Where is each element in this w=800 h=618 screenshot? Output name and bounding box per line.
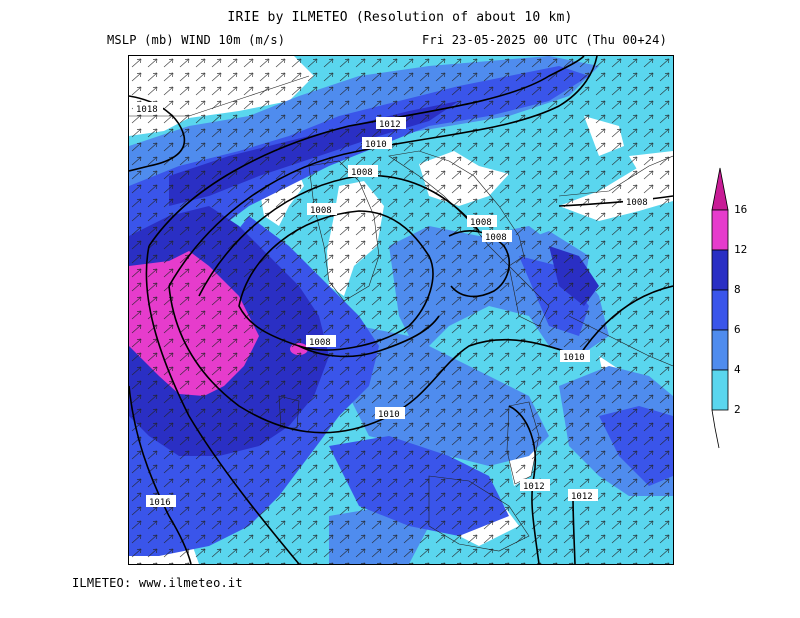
legend-label-6: 6	[734, 323, 741, 336]
isobar-label-1010-c: 1010	[560, 350, 590, 363]
legend-label-12: 12	[734, 243, 748, 256]
isobar-1010	[168, 56, 598, 287]
svg-text:1010: 1010	[378, 410, 400, 420]
isobar-1012-south	[508, 405, 540, 564]
isobar-1008-south	[298, 315, 440, 358]
svg-text:1008: 1008	[626, 198, 648, 208]
isobar-label-1008-d: 1008	[482, 230, 512, 243]
isobar-label-1012-a: 1012	[376, 117, 406, 130]
isobar-label-1018: 1018	[133, 102, 163, 115]
isobar-1008-inner	[238, 210, 434, 351]
forecast-time-subtitle: Fri 23-05-2025 00 UTC (Thu 00+24)	[422, 33, 668, 47]
svg-text:1018: 1018	[136, 105, 158, 115]
wind-pressure-map: 1018 1012 1010 1008 1008 1008 1008 1008 …	[128, 55, 674, 565]
svg-text:1008: 1008	[485, 233, 507, 243]
svg-text:1008: 1008	[310, 206, 332, 216]
isobar-1008-east	[448, 230, 510, 298]
isobar-label-1008-c: 1008	[467, 215, 497, 228]
isobar-1012-west	[145, 245, 300, 564]
isobar-labels: 1018 1012 1010 1008 1008 1008 1008 1008 …	[133, 102, 653, 508]
isobar-label-1008-a: 1008	[348, 165, 378, 178]
svg-text:1010: 1010	[365, 140, 387, 150]
legend-band-12-16	[711, 209, 729, 251]
svg-text:1008: 1008	[309, 338, 331, 348]
svg-text:1008: 1008	[351, 168, 373, 178]
isobar-1010-east	[578, 285, 673, 357]
isobar-label-1012-c: 1012	[568, 489, 598, 502]
variables-subtitle: MSLP (mb) WIND 10m (m/s)	[107, 33, 286, 47]
footer-credit: ILMETEO: www.ilmeteo.it	[72, 576, 243, 590]
legend-band-6-8	[711, 289, 729, 331]
isobar-label-1008-f: 1008	[306, 335, 336, 348]
isobar-label-1010-a: 1010	[362, 137, 392, 150]
wind-arrows	[129, 56, 673, 564]
svg-text:1010: 1010	[563, 353, 585, 363]
legend-label-2: 2	[734, 403, 741, 416]
isobar-1010-south	[168, 285, 580, 434]
isobar-label-1008-b: 1008	[307, 203, 337, 216]
legend-band-8-12	[711, 249, 729, 291]
svg-text:1012: 1012	[379, 120, 401, 130]
wind-speed-legend: 2 4 6 8 12 16	[700, 160, 790, 460]
isobar-label-1016: 1016	[146, 495, 176, 508]
legend-label-4: 4	[734, 363, 741, 376]
isobar-label-1012-b: 1012	[520, 479, 550, 492]
isobar-label-1008-e: 1008	[623, 195, 653, 208]
svg-text:1016: 1016	[149, 498, 171, 508]
svg-text:1012: 1012	[571, 492, 593, 502]
isobar-1012-southeast	[572, 495, 576, 564]
legend-cap-top	[711, 167, 729, 211]
legend-tail	[711, 409, 720, 449]
svg-text:1008: 1008	[470, 218, 492, 228]
isobar-label-1010-b: 1010	[375, 407, 405, 420]
isobar-1008-northeast	[558, 195, 673, 207]
map-title: IRIE by ILMETEO (Resolution of about 10 …	[227, 10, 573, 25]
isobar-1012-north	[148, 56, 585, 247]
legend-label-8: 8	[734, 283, 741, 296]
legend-band-4-6	[711, 329, 729, 371]
svg-text:1012: 1012	[523, 482, 545, 492]
legend-band-2-4	[711, 369, 729, 411]
legend-label-16: 16	[734, 203, 748, 216]
